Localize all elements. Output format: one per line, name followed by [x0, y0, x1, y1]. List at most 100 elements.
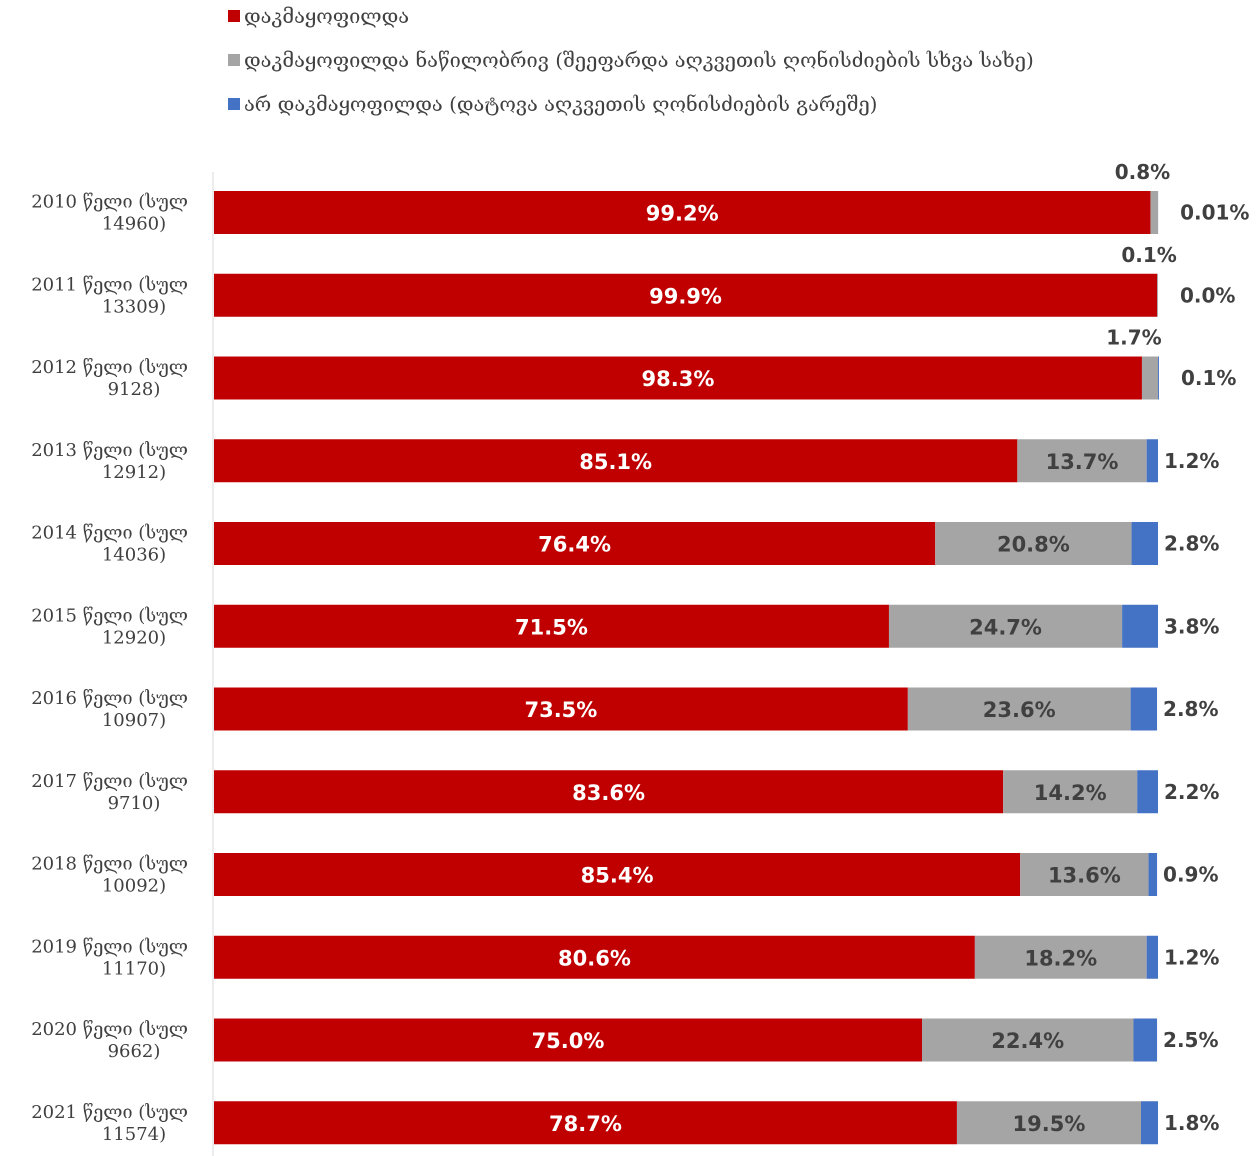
category-label-line-1: 2014 წელი (სულ [31, 523, 188, 544]
bar-segment-1-11 [214, 1018, 922, 1062]
data-label-s3-6: 3.8% [1164, 614, 1219, 638]
data-label-s3-9: 0.9% [1163, 863, 1218, 887]
bar-segment-2-11 [922, 1018, 1134, 1062]
bar-segment-1-9 [214, 853, 1021, 896]
data-label-s3-3: 0.1% [1181, 366, 1236, 390]
category-label-7: 2016 წელი (სულ 10907) [31, 688, 188, 731]
category-label-line-1: 2016 წელი (სულ [31, 688, 188, 709]
bar-segment-1-12 [214, 1101, 957, 1145]
category-label-line-2: 14036) [102, 545, 166, 566]
bar-segment-2-4 [1017, 439, 1147, 483]
category-label-12: 2021 წელი (სულ 11574) [31, 1102, 188, 1145]
data-label-s2-7: 23.6% [983, 698, 1056, 722]
bar-segment-1-3 [214, 356, 1142, 400]
category-label-line-1: 2015 წელი (სულ [31, 605, 188, 626]
data-label-s3-12: 1.8% [1164, 1111, 1219, 1135]
bar-segment-3-6 [1122, 604, 1158, 648]
bar-segment-2-2 [1157, 273, 1158, 317]
category-label-line-2: 9128) [108, 379, 161, 400]
data-label-s1-5: 76.4% [538, 533, 611, 557]
category-label-4: 2013 წელი (სულ 12912) [31, 440, 188, 483]
category-label-line-2: 12912) [102, 462, 166, 483]
data-label-s1-8: 83.6% [572, 781, 645, 805]
bar-segment-2-5 [935, 522, 1132, 565]
category-label-10: 2019 წელი (სულ 11170) [31, 936, 188, 979]
legend-swatch-3 [228, 98, 240, 110]
category-label-1: 2010 წელი (სულ 14960) [31, 192, 188, 235]
data-label-s1-4: 85.1% [579, 450, 652, 474]
data-label-s1-1: 99.2% [646, 202, 719, 226]
category-label-line-2: 14960) [102, 214, 166, 235]
data-label-s1-3: 98.3% [642, 367, 715, 391]
bar-segment-2-8 [1003, 770, 1138, 814]
bar-segment-2-10 [974, 935, 1147, 979]
data-label-s3-4: 1.2% [1164, 449, 1219, 473]
legend-swatch-1 [228, 10, 240, 22]
category-label-line-1: 2013 წელი (სულ [31, 440, 188, 461]
category-label-line-2: 11170) [102, 958, 166, 979]
category-label-line-1: 2019 წელი (სულ [31, 936, 188, 957]
data-label-s3-1: 0.01% [1180, 201, 1249, 225]
bar-segment-3-3 [1158, 356, 1159, 400]
bar-segment-1-8 [214, 770, 1004, 814]
bar-segment-3-12 [1141, 1101, 1158, 1145]
data-label-s2-3: 1.7% [1106, 326, 1161, 350]
data-label-s2-5: 20.8% [997, 533, 1070, 557]
data-label-s1-2: 99.9% [649, 284, 722, 308]
bar-segment-3-10 [1146, 935, 1158, 979]
data-label-s1-10: 80.6% [558, 946, 631, 970]
data-label-s2-11: 22.4% [991, 1029, 1064, 1053]
bar-segment-1-5 [214, 522, 936, 565]
data-label-s3-2: 0.0% [1180, 283, 1235, 307]
category-label-line-2: 9662) [108, 1041, 161, 1062]
category-label-2: 2011 წელი (სულ 13309) [31, 274, 188, 317]
category-label-3: 2012 წელი (სულ 9128) [31, 357, 188, 400]
category-label-line-2: 10092) [102, 876, 166, 897]
bar-segment-3-5 [1131, 522, 1158, 565]
category-label-8: 2017 წელი (სულ 9710) [31, 771, 188, 814]
category-label-line-2: 12920) [102, 627, 166, 648]
bar-segment-3-7 [1130, 687, 1158, 731]
data-label-s2-9: 13.6% [1048, 864, 1121, 888]
data-label-s2-2: 0.1% [1121, 243, 1176, 267]
category-label-11: 2020 წელი (სულ 9662) [31, 1019, 188, 1062]
category-label-line-2: 13309) [102, 296, 166, 317]
legend-label-2: დაკმაყოფილდა ნაწილობრივ (შეეფარდა აღკვეთ… [244, 48, 1034, 72]
bar-segment-3-11 [1133, 1018, 1158, 1062]
bar-segment-3-4 [1146, 439, 1158, 483]
bars: 99.2%0.8%0.01%99.9%0.1%0.0%98.3%1.7%0.1%… [214, 160, 1249, 1145]
data-label-s3-5: 2.8% [1164, 532, 1219, 556]
category-label-9: 2018 წელი (სულ 10092) [31, 854, 188, 897]
data-label-s2-6: 24.7% [969, 615, 1042, 639]
category-label-line-2: 10907) [102, 710, 166, 731]
bar-segment-2-6 [888, 604, 1123, 648]
data-label-s3-10: 1.2% [1164, 945, 1219, 969]
data-label-s1-11: 75.0% [532, 1029, 605, 1053]
data-label-s3-7: 2.8% [1163, 697, 1218, 721]
category-label-line-1: 2017 წელი (სულ [31, 771, 188, 792]
bar-segment-1-2 [214, 273, 1158, 317]
legend-label-1: დაკმაყოფილდა [244, 4, 409, 28]
data-label-s1-6: 71.5% [515, 615, 588, 639]
bar-segment-3-8 [1137, 770, 1158, 814]
data-label-s2-1: 0.8% [1115, 160, 1170, 184]
data-label-s2-8: 14.2% [1034, 781, 1107, 805]
bar-segment-2-1 [1150, 191, 1158, 234]
category-label-line-2: 11574) [102, 1124, 166, 1145]
category-label-line-1: 2010 წელი (სულ [31, 192, 188, 213]
data-label-s1-7: 73.5% [524, 698, 597, 722]
legend-label-3: არ დაკმაყოფილდა (დატოვა აღკვეთის ღონისძი… [244, 92, 877, 116]
category-label-line-1: 2011 წელი (სულ [31, 274, 188, 295]
legend: დაკმაყოფილდა დაკმაყოფილდა ნაწილობრივ (შეე… [228, 4, 1034, 116]
bar-segment-1-4 [214, 439, 1018, 483]
bar-segment-2-3 [1141, 356, 1158, 400]
category-label-5: 2014 წელი (სულ 14036) [31, 523, 188, 566]
category-labels: 2010 წელი (სულ 14960) 2011 წელი (სულ 13309)… [31, 192, 188, 1145]
category-label-line-2: 9710) [108, 793, 161, 814]
data-label-s2-10: 18.2% [1024, 946, 1097, 970]
bar-segment-1-1 [214, 191, 1151, 234]
data-label-s2-4: 13.7% [1046, 450, 1119, 474]
data-label-s1-9: 85.4% [581, 864, 654, 888]
category-label-line-1: 2020 წელი (სულ [31, 1019, 188, 1040]
legend-swatch-2 [228, 54, 240, 66]
